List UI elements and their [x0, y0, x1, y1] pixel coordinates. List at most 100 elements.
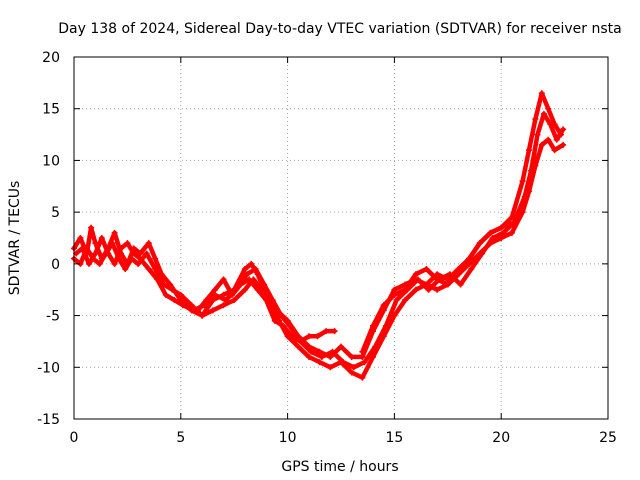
data-point: [508, 229, 515, 236]
data-point: [316, 359, 323, 366]
data-point: [519, 178, 526, 185]
data-point: [137, 255, 144, 262]
data-point: [547, 121, 554, 128]
y-tick-labels: -15 -10 -5 0 5 10 15 20: [37, 50, 60, 428]
data-point: [478, 250, 485, 257]
data-point: [271, 317, 278, 324]
data-point: [455, 271, 462, 278]
data-point: [532, 116, 539, 123]
data-point: [145, 240, 152, 247]
data-point: [545, 105, 552, 112]
data-point: [92, 250, 99, 257]
data-point: [77, 235, 84, 241]
x-tick-label: 5: [176, 430, 185, 446]
data-point: [135, 260, 142, 267]
data-point: [553, 136, 560, 143]
data-point: [105, 250, 112, 257]
data-point: [237, 281, 244, 288]
data-point: [128, 255, 135, 262]
data-point: [434, 276, 441, 283]
data-point: [85, 260, 92, 267]
data-point: [130, 250, 137, 257]
data-point: [229, 291, 236, 298]
data-point: [98, 235, 105, 241]
y-tick-label: 20: [42, 50, 60, 66]
data-point: [534, 131, 541, 138]
data-point: [466, 255, 473, 262]
data-point: [305, 353, 312, 360]
data-point: [538, 141, 545, 148]
data-point: [269, 297, 276, 304]
data-point: [297, 338, 304, 345]
data-point: [169, 286, 176, 293]
data-point: [117, 245, 124, 252]
data-point: [560, 141, 567, 148]
x-tick-label: 0: [70, 430, 79, 446]
data-point: [506, 219, 513, 226]
data-point: [476, 240, 483, 247]
data-point: [122, 266, 129, 273]
data-point: [308, 348, 315, 355]
data-point: [412, 286, 419, 293]
data-point: [314, 333, 321, 340]
data-point: [295, 343, 302, 350]
data-point: [171, 297, 178, 304]
y-tick-label: -5: [46, 309, 60, 325]
y-axis-label: SDTVAR / TECUs: [7, 181, 23, 296]
data-point: [359, 348, 366, 355]
x-tick-label: 25: [599, 430, 617, 446]
data-point: [348, 369, 355, 376]
data-point: [391, 286, 398, 293]
x-tick-labels: 0 5 10 15 20 25: [70, 430, 617, 446]
data-point: [468, 266, 475, 273]
data-point: [154, 276, 161, 283]
data-point: [152, 255, 159, 262]
data-point: [88, 224, 95, 231]
series-line: [71, 90, 564, 360]
data-point: [280, 322, 287, 329]
data-point: [538, 90, 545, 97]
data-point: [222, 297, 229, 304]
data-point: [244, 271, 251, 278]
data-point: [152, 266, 159, 273]
series-trace-5: [359, 219, 513, 355]
data-point: [525, 147, 532, 154]
data-point: [318, 353, 325, 360]
data-point: [211, 286, 218, 293]
y-tick-label: 0: [51, 257, 60, 273]
data-point: [96, 260, 103, 267]
data-point: [209, 307, 216, 314]
data-point: [348, 353, 355, 360]
data-point: [489, 235, 496, 241]
data-point: [382, 322, 389, 329]
axis-ticks: [73, 56, 609, 420]
data-point: [361, 359, 368, 366]
data-point: [380, 302, 387, 309]
data-point: [137, 250, 144, 257]
data-point: [551, 147, 558, 154]
data-point: [329, 348, 336, 355]
data-point: [143, 250, 150, 257]
data-point: [370, 353, 377, 360]
data-point: [414, 276, 421, 283]
data-point: [286, 322, 293, 329]
data-point: [402, 297, 409, 304]
data-point: [261, 281, 268, 288]
data-point: [370, 322, 377, 329]
data-point: [111, 260, 118, 267]
data-point: [402, 286, 409, 293]
data-point: [359, 374, 366, 381]
x-tick-label: 15: [385, 430, 403, 446]
data-point: [248, 260, 255, 267]
data-point: [528, 167, 535, 174]
data-point: [111, 229, 118, 236]
data-point: [254, 286, 261, 293]
data-point: [263, 297, 270, 304]
data-point: [425, 286, 432, 293]
x-tick-label: 20: [492, 430, 510, 446]
series-trace-4: [194, 276, 338, 345]
data-point: [434, 271, 441, 278]
data-point: [487, 229, 494, 236]
data-point: [434, 286, 441, 293]
